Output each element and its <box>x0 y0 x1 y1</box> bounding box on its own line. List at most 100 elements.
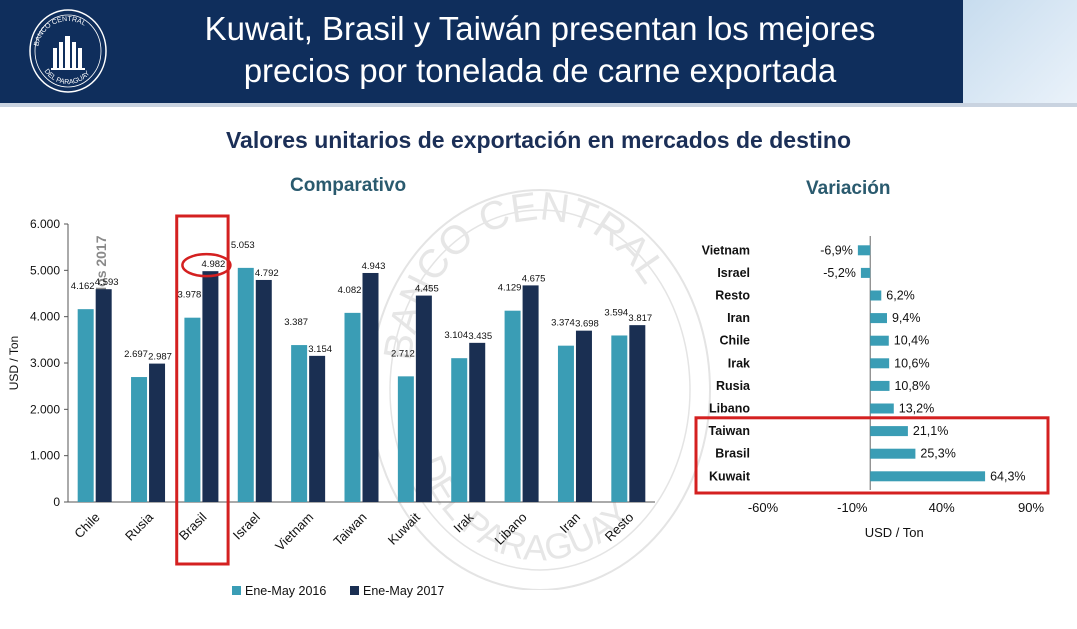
bar-2016 <box>237 267 254 502</box>
category-label: Rusia <box>716 379 751 393</box>
data-label-2016: 3.978 <box>178 290 202 301</box>
legend-swatch-2017 <box>350 586 359 595</box>
bar-2016 <box>77 309 94 502</box>
highlight-circle-brasil <box>181 252 232 278</box>
value-label: 25,3% <box>920 447 955 461</box>
title-line-2: precios por tonelada de carne exportada <box>243 52 837 89</box>
highlight-box-brasil <box>175 214 230 566</box>
value-label: 10,6% <box>894 356 929 370</box>
y-tick-label: 2.000 <box>30 402 60 416</box>
legend-swatch-2016 <box>232 586 241 595</box>
category-label: Taiwan <box>709 424 750 438</box>
variation-bar <box>870 448 916 459</box>
data-label-2017: 4.675 <box>522 273 546 284</box>
highlight-box-top3 <box>694 416 1050 495</box>
x-tick-label: 40% <box>929 500 955 515</box>
x-tick-label: -60% <box>748 500 779 515</box>
bar-2017 <box>469 342 486 502</box>
header-rule <box>0 103 1077 107</box>
bar-2016 <box>611 335 628 502</box>
data-label-2017: 2.987 <box>148 352 172 363</box>
data-label-2017: 4.455 <box>415 284 439 295</box>
category-label: Vietnam <box>702 243 750 257</box>
variation-bar <box>870 358 890 369</box>
data-label-2016: 4.129 <box>498 283 522 294</box>
variation-bar <box>860 267 871 278</box>
x-tick-label: 90% <box>1018 500 1044 515</box>
data-label-2017: 3.154 <box>308 344 332 355</box>
y-tick-label: 1.000 <box>30 449 60 463</box>
category-label: Kuwait <box>709 469 751 483</box>
y-tick-label: 4.000 <box>30 310 60 324</box>
data-label-2016: 3.387 <box>284 317 308 328</box>
header-accent <box>963 0 1077 103</box>
bar-2017 <box>629 325 646 502</box>
legend-label-2016: Ene-May 2016 <box>245 584 326 598</box>
variation-bar <box>870 403 894 414</box>
bar-2017 <box>575 330 592 502</box>
category-label: Israel <box>717 266 750 280</box>
bar-2016 <box>184 317 201 502</box>
data-label-2017: 4.982 <box>202 259 226 270</box>
category-label: Libano <box>709 402 750 416</box>
y-tick-label: 0 <box>53 495 60 509</box>
data-label-2016: 4.082 <box>338 285 362 296</box>
variation-bar <box>870 290 882 301</box>
bar-2016 <box>291 345 308 502</box>
category-label: Brasil <box>715 447 750 461</box>
data-label-2016: 3.374 <box>551 318 575 329</box>
value-label: 64,3% <box>990 469 1025 483</box>
bar-2017 <box>95 289 112 502</box>
value-label: -5,2% <box>823 266 856 280</box>
bar-2016 <box>397 376 414 502</box>
data-label-2017: 3.435 <box>468 331 492 342</box>
bar-2017 <box>149 363 166 502</box>
data-label-2017: 3.817 <box>628 313 652 324</box>
data-label-2017: 4.792 <box>255 268 279 279</box>
value-label: 10,4% <box>894 334 929 348</box>
y-tick-label: 6.000 <box>30 217 60 231</box>
bar-2017 <box>255 279 272 502</box>
value-label: 6,2% <box>886 289 915 303</box>
bar-2017 <box>415 295 432 502</box>
x-axis-label: USD / Ton <box>865 525 924 540</box>
value-label: -6,9% <box>820 243 853 257</box>
chart-subtitle: Valores unitarios de exportación en merc… <box>225 127 852 153</box>
data-label-2016: 5.053 <box>231 240 255 251</box>
bar-2016 <box>451 358 468 502</box>
y-tick-label: 3.000 <box>30 356 60 370</box>
comparativo-title: Comparativo <box>290 175 407 196</box>
data-label-2016: 3.594 <box>604 307 628 318</box>
variation-bar <box>870 335 889 346</box>
value-label: 21,1% <box>913 424 948 438</box>
variation-bar <box>870 471 986 482</box>
variation-bar <box>870 380 890 391</box>
x-tick-label: -10% <box>837 500 868 515</box>
y-axis-label: USD / Ton <box>7 336 21 390</box>
variation-bar <box>870 426 908 437</box>
bar-2016 <box>557 345 574 502</box>
data-label-2016: 2.712 <box>391 348 415 359</box>
legend-label-2017: Ene-May 2017 <box>363 584 444 598</box>
category-label: Iran <box>727 311 750 325</box>
variacion-title: Variación <box>806 178 891 199</box>
variation-bar <box>857 245 871 256</box>
title-line-1: Kuwait, Brasil y Taiwán presentan los me… <box>204 10 876 47</box>
bar-2016 <box>504 310 521 502</box>
category-label: Chile <box>719 334 750 348</box>
value-label: 13,2% <box>899 402 934 416</box>
bar-2016 <box>344 312 361 502</box>
y-tick-label: 5.000 <box>30 263 60 277</box>
category-label: Irak <box>728 356 750 370</box>
variation-bar <box>870 313 887 324</box>
data-label-2017: 4.943 <box>362 261 386 272</box>
bcp-logo: BANCO CENTRAL DEL PARAGUAY <box>29 9 107 93</box>
page-title: Kuwait, Brasil y Taiwán presentan los me… <box>120 8 960 92</box>
value-label: 10,8% <box>894 379 929 393</box>
value-label: 9,4% <box>892 311 921 325</box>
data-label-2016: 4.162 <box>71 281 95 292</box>
bar-2017 <box>309 355 326 502</box>
header-banner <box>0 0 1077 103</box>
